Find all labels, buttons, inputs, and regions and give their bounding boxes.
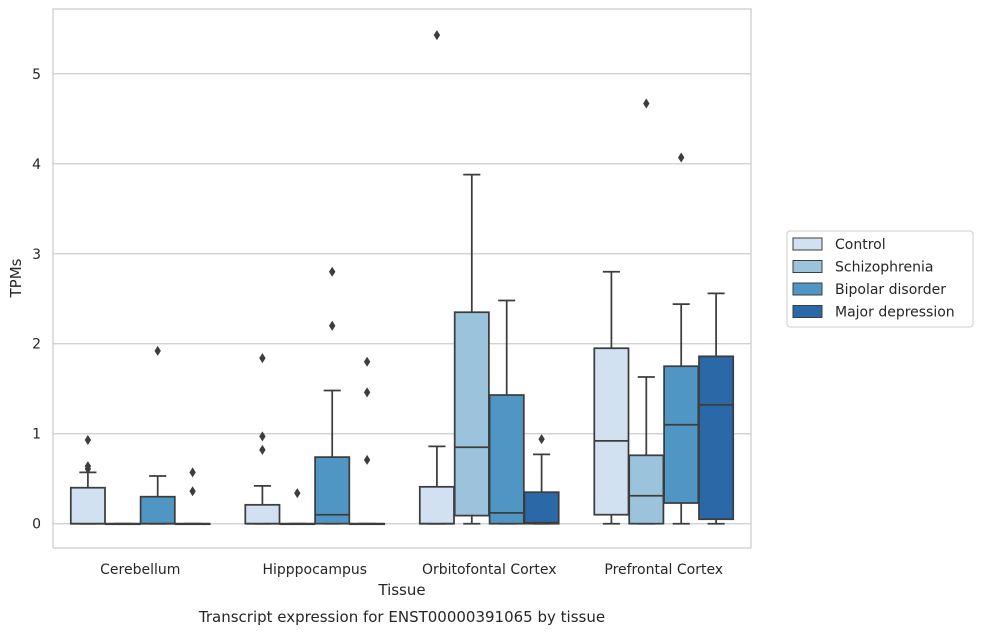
- outlier-point: [363, 387, 371, 398]
- box-0-3: [174, 522, 211, 526]
- y-axis-title: TPMs: [7, 258, 25, 298]
- box-rect: [69, 486, 106, 525]
- box-0-0: [69, 471, 106, 525]
- outlier-point: [189, 486, 196, 497]
- box-2-3: [523, 453, 560, 525]
- legend-label: Major depression: [835, 305, 955, 321]
- box-rect: [453, 311, 490, 517]
- box-0-2: [139, 475, 176, 525]
- y-tick-label: 5: [32, 67, 41, 83]
- outlier-point: [259, 431, 266, 442]
- box-3-3: [698, 292, 735, 525]
- legend-label: Schizophrenia: [835, 260, 933, 276]
- y-tick-label: 0: [32, 517, 41, 533]
- y-tick-label: 2: [32, 337, 41, 353]
- outlier-point: [363, 454, 371, 465]
- x-tick-label: Prefrontal Cortex: [604, 562, 723, 578]
- legend: Control Schizophrenia Bipolar disorder Majo…: [786, 230, 974, 328]
- outlier-point: [678, 152, 685, 163]
- legend-swatch: [792, 305, 823, 318]
- box-3-0: [593, 270, 630, 525]
- legend-label: Control: [835, 237, 886, 253]
- box-2-0: [418, 445, 455, 525]
- outlier-point: [189, 467, 196, 478]
- y-tick-label: 4: [32, 157, 41, 173]
- outlier-point: [84, 461, 92, 472]
- box-rect: [418, 485, 455, 525]
- outlier-point: [259, 444, 266, 455]
- x-tick-label: Hipppocampus: [262, 562, 367, 578]
- outlier-point: [259, 353, 266, 364]
- outlier-point: [294, 488, 301, 499]
- box-3-2: [663, 303, 700, 525]
- box-rect: [488, 394, 525, 525]
- legend-frame: [786, 230, 974, 328]
- boxes: [69, 173, 735, 526]
- box-rect: [593, 347, 630, 516]
- plot-area-frame: [52, 8, 752, 549]
- x-tick-label: Orbitofontal Cortex: [422, 562, 557, 578]
- box-1-0: [244, 485, 281, 525]
- y-tick-label: 1: [32, 427, 41, 443]
- outlier-point: [433, 30, 441, 41]
- outliers: [84, 30, 685, 499]
- outlier-point: [363, 356, 371, 367]
- outlier-point: [329, 266, 336, 277]
- box-rect: [244, 503, 281, 525]
- outlier-point: [643, 98, 650, 109]
- box-1-2: [314, 389, 351, 525]
- box-rect: [663, 365, 700, 504]
- box-rect: [698, 355, 735, 521]
- legend-swatch: [792, 282, 823, 296]
- x-tick-label: Cerebellum: [100, 562, 180, 578]
- y-axis-ticks: 0 1 2 3 4 5: [32, 67, 41, 533]
- legend-swatch: [792, 260, 823, 273]
- outlier-point: [154, 345, 161, 356]
- box-rect: [523, 491, 560, 525]
- x-axis-title: Tissue: [377, 581, 425, 599]
- outlier-point: [329, 320, 336, 331]
- box-rect: [628, 454, 665, 525]
- x-axis-ticks: Cerebellum Hipppocampus Orbitofontal Corte…: [100, 562, 723, 578]
- box-2-2: [488, 299, 525, 525]
- y-tick-label: 3: [32, 247, 41, 263]
- box-3-1: [628, 376, 665, 525]
- legend-swatch: [792, 237, 823, 251]
- box-1-3: [349, 522, 386, 526]
- box-1-1: [279, 522, 316, 526]
- chart-caption: Transcript expression for ENST0000039106…: [198, 608, 605, 626]
- box-2-1: [453, 173, 490, 525]
- outlier-point: [538, 434, 545, 445]
- box-rect: [139, 495, 176, 525]
- box-0-1: [104, 522, 141, 526]
- legend-label: Bipolar disorder: [835, 282, 946, 298]
- box-rect: [314, 456, 351, 525]
- outlier-point: [84, 435, 92, 446]
